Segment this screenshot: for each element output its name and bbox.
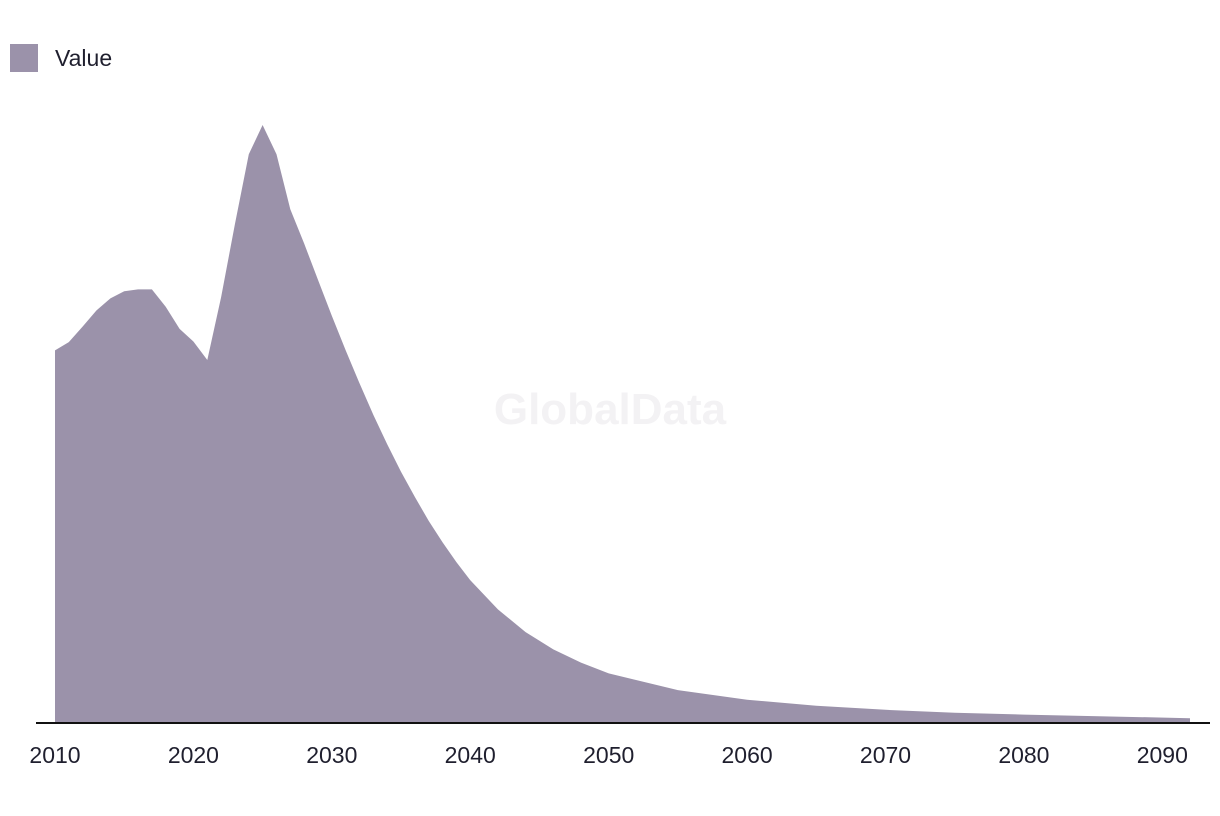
x-tick-label: 2020 [168,742,219,768]
x-tick-label: 2070 [860,742,911,768]
x-tick-label: 2090 [1137,742,1188,768]
x-tick-label: 2080 [998,742,1049,768]
x-axis-ticks: 2010 2020 2030 2040 2050 2060 2070 2080 2090 [29,742,1187,768]
x-tick-label: 2040 [445,742,496,768]
legend: Value [10,44,112,72]
watermark: GlobalData [494,385,727,434]
legend-label: Value [55,44,113,71]
x-tick-label: 2060 [722,742,773,768]
legend-swatch [10,44,38,72]
x-tick-label: 2030 [306,742,357,768]
x-tick-label: 2010 [29,742,80,768]
area-series-value [55,125,1190,723]
x-tick-label: 2050 [583,742,634,768]
